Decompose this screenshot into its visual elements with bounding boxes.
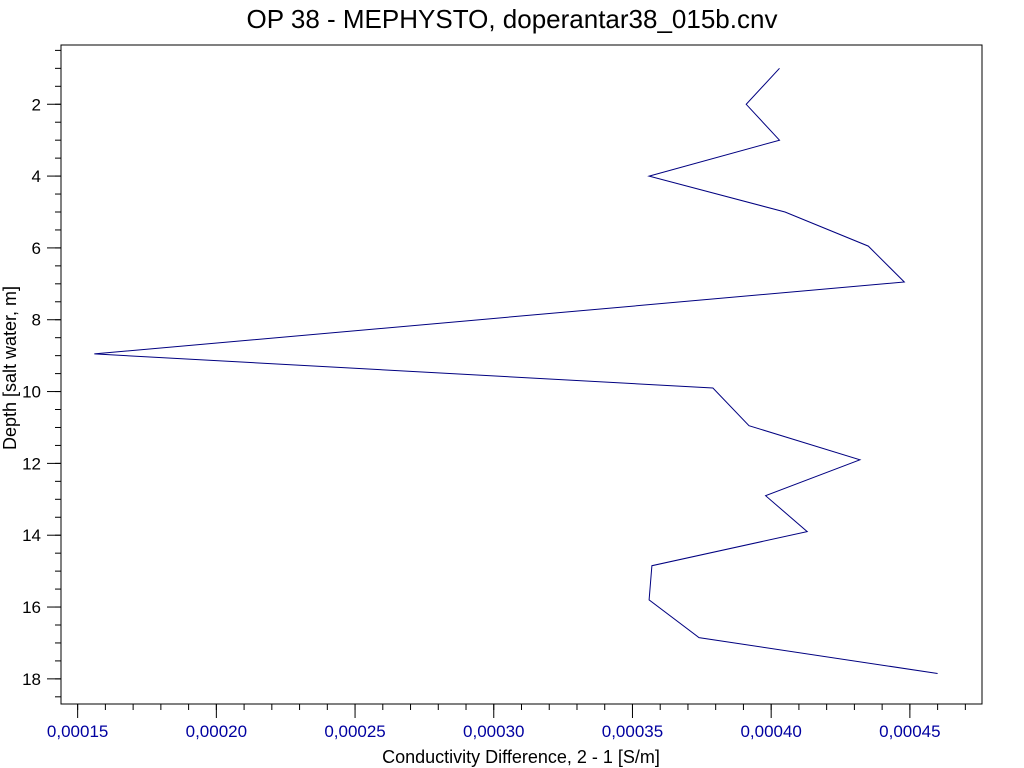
y-tick-label: 16 bbox=[22, 598, 41, 617]
y-axis-label: Depth [salt water, m] bbox=[0, 286, 20, 450]
x-tick-label: 0,00020 bbox=[186, 722, 247, 741]
y-tick-label: 12 bbox=[22, 454, 41, 473]
series-layer bbox=[94, 67, 938, 674]
x-axis-label: Conductivity Difference, 2 - 1 [S/m] bbox=[382, 747, 660, 767]
x-tick-label: 0,00030 bbox=[463, 722, 524, 741]
x-tick-label: 0,00015 bbox=[47, 722, 108, 741]
chart-title: OP 38 - MEPHYSTO, doperantar38_015b.cnv bbox=[247, 4, 778, 34]
plot-frame bbox=[60, 44, 983, 705]
y-tick-label: 2 bbox=[32, 95, 41, 114]
x-tick-label: 0,00045 bbox=[879, 722, 940, 741]
series-line bbox=[94, 67, 938, 674]
y-tick-label: 10 bbox=[22, 383, 41, 402]
x-axis: 0,00015 0,00020 0,00025 0,00030 0,00035 0,000… bbox=[47, 704, 966, 741]
y-tick-label: 18 bbox=[22, 670, 41, 689]
x-tick-label: 0,00025 bbox=[324, 722, 385, 741]
y-tick-label: 6 bbox=[32, 239, 41, 258]
y-tick-label: 8 bbox=[32, 311, 41, 330]
x-tick-label: 0,00040 bbox=[740, 722, 801, 741]
y-axis: 2 4 6 8 10 12 14 16 18 bbox=[22, 49, 61, 698]
y-tick-label: 14 bbox=[22, 526, 41, 545]
x-tick-label: 0,00035 bbox=[602, 722, 663, 741]
y-tick-label: 4 bbox=[32, 167, 41, 186]
